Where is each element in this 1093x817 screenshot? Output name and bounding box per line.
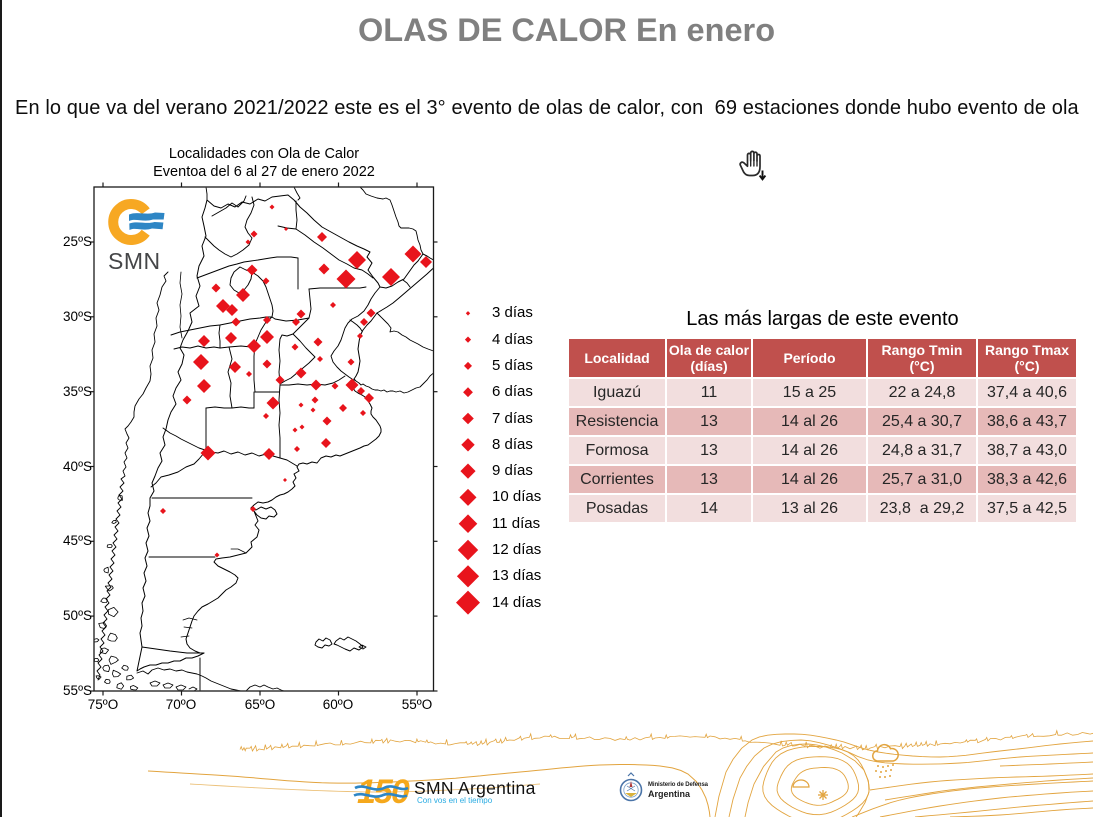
svg-text:150: 150 — [357, 773, 410, 811]
